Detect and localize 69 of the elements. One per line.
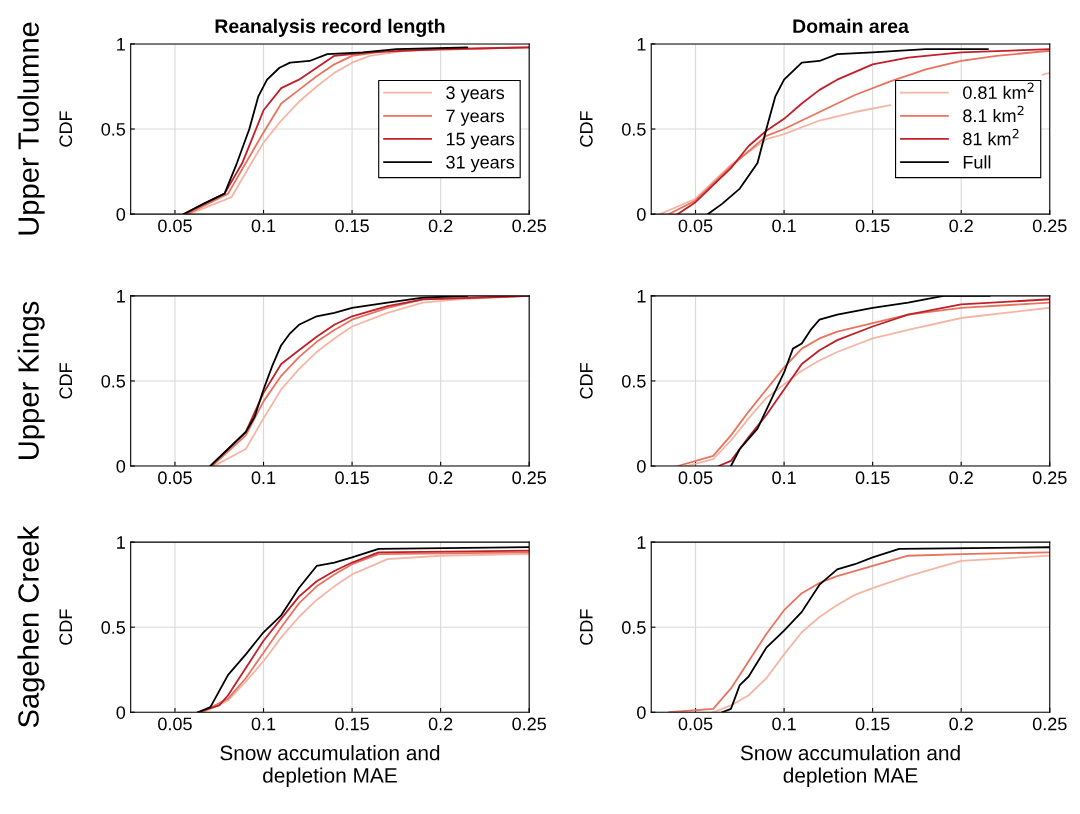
legend-label: Full <box>963 155 991 169</box>
y-tick-label: 0.5 <box>621 374 646 388</box>
y-tick-label: 0.5 <box>621 621 646 634</box>
x-tick-label: 0.1 <box>251 219 276 233</box>
y-tick-label: 1 <box>637 290 646 303</box>
y-tick-label: 0 <box>116 459 126 473</box>
legend-label: 81 km$^{2}$ <box>963 128 1019 146</box>
y-axis-title: CDF <box>59 609 73 645</box>
legend-label: 7 years <box>446 109 505 126</box>
legend-label: 0.81 km$^{2}$ <box>963 82 1034 99</box>
legend-label: 3 years <box>446 86 505 103</box>
x-tick-label: 0.05 <box>678 717 713 731</box>
legend-label: 31 years <box>446 155 515 173</box>
y-tick-label: 1 <box>117 38 125 51</box>
x-tick-label: 0.1 <box>251 471 276 485</box>
text: Upper Kings <box>17 301 45 459</box>
x-tick-label: 0.15 <box>855 219 890 233</box>
x-tick-label: 0.25 <box>1032 219 1067 233</box>
x-tick-label: 0.1 <box>772 219 796 233</box>
x-tick-label: 0.15 <box>335 471 369 485</box>
x-tick-label: 0.1 <box>251 717 276 731</box>
y-tick-label: 0 <box>637 459 646 473</box>
y-axis-title: CDF <box>579 363 593 399</box>
text: Sagehen Creek <box>17 525 45 728</box>
x-tick-label: 0.2 <box>428 717 453 731</box>
x-tick-label: 0.05 <box>158 219 192 233</box>
x-tick-label: 0.2 <box>428 471 453 485</box>
x-tick-label: 0.15 <box>335 717 369 731</box>
y-tick-label: 0.5 <box>101 374 126 388</box>
x-tick-label: 0.1 <box>772 471 796 485</box>
y-tick-label: 0.5 <box>101 122 126 136</box>
x-tick-label: 0.25 <box>512 219 547 233</box>
x-tick-label: 0.15 <box>855 717 890 731</box>
y-tick-label: 1 <box>637 536 646 549</box>
y-tick-label: 0 <box>116 208 126 221</box>
x-tick-label: 0.2 <box>428 219 453 233</box>
legend-label: 15 years <box>446 132 515 150</box>
x-tick-label: 0.15 <box>855 471 890 485</box>
x-tick-label: 0.05 <box>158 471 192 485</box>
y-tick-label: 0 <box>116 706 126 719</box>
chart-title: Reanalysis record length <box>215 18 445 37</box>
legend-label: 8.1 km$^{2}$ <box>963 105 1024 123</box>
y-axis-title: CDF <box>579 111 593 147</box>
x-tick-label: 0.05 <box>158 717 192 731</box>
x-tick-label: 0.25 <box>1032 717 1067 731</box>
y-tick-label: 0.5 <box>101 621 126 634</box>
y-tick-label: 1 <box>637 38 646 51</box>
x-tick-label: 0.05 <box>678 219 713 233</box>
x-axis-title: Snow accumulation and depletion MAE <box>740 745 960 787</box>
y-tick-label: 0 <box>637 706 646 719</box>
x-tick-label: 0.2 <box>949 717 973 731</box>
x-tick-label: 0.15 <box>335 219 369 233</box>
y-tick-label: 1 <box>117 290 125 303</box>
x-tick-label: 0.05 <box>678 471 713 485</box>
text: Upper Tuolumne <box>17 22 45 235</box>
chart-title: Domain area <box>793 18 909 34</box>
x-tick-label: 0.25 <box>512 471 547 485</box>
x-tick-label: 0.25 <box>1032 471 1067 485</box>
y-tick-label: 0 <box>637 208 646 221</box>
y-tick-label: 1 <box>117 536 125 549</box>
x-tick-label: 0.25 <box>512 717 547 731</box>
x-axis-title: Snow accumulation and depletion MAE <box>220 745 440 787</box>
x-tick-label: 0.1 <box>772 717 796 731</box>
x-tick-label: 0.2 <box>949 219 973 233</box>
y-axis-title: CDF <box>579 609 593 645</box>
x-tick-label: 0.2 <box>949 471 973 485</box>
y-axis-title: CDF <box>59 363 73 399</box>
y-tick-label: 0.5 <box>621 122 646 136</box>
y-axis-title: CDF <box>59 111 73 147</box>
